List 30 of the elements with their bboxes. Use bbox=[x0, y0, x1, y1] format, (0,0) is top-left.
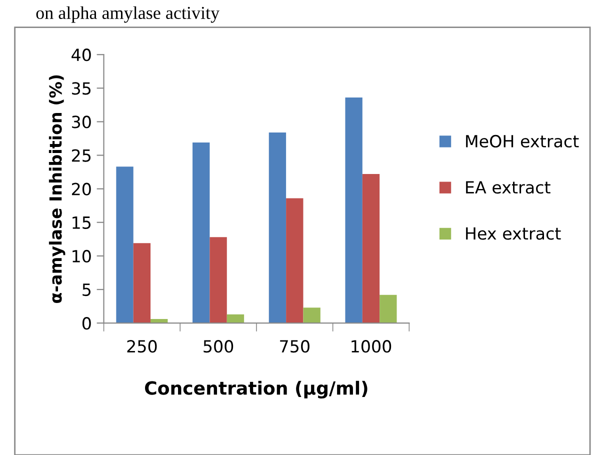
y-tick-label: 10 bbox=[72, 250, 91, 263]
x-tick-label: 250 bbox=[127, 340, 157, 353]
bar bbox=[362, 174, 380, 324]
y-tick-label: 20 bbox=[72, 182, 91, 196]
y-tick-label: 40 bbox=[72, 48, 91, 62]
y-tick-label: 30 bbox=[72, 116, 91, 128]
chart-title: on alpha amylase activity bbox=[36, 6, 220, 23]
y-tick-label: 5 bbox=[82, 284, 91, 296]
bar bbox=[303, 308, 320, 324]
bar bbox=[286, 198, 304, 324]
bar bbox=[345, 98, 362, 324]
y-tick-label: 35 bbox=[72, 82, 91, 95]
x-tick-label: 1000 bbox=[352, 340, 392, 353]
bar bbox=[116, 166, 134, 324]
legend-label: EA extract bbox=[466, 181, 550, 194]
y-tick-label: 0 bbox=[82, 317, 91, 330]
x-tick-label: 500 bbox=[204, 340, 234, 353]
bar bbox=[210, 237, 227, 324]
legend-label: Hex extract bbox=[466, 227, 561, 240]
bar bbox=[226, 314, 244, 324]
bar bbox=[192, 142, 210, 324]
x-tick-label: 750 bbox=[280, 340, 310, 353]
y-tick-label: 15 bbox=[72, 216, 91, 229]
bar bbox=[380, 294, 397, 324]
bar bbox=[133, 243, 151, 324]
y-tick-label: 25 bbox=[72, 149, 91, 162]
x-axis-title: Concentration (µg/ml) bbox=[145, 380, 368, 398]
legend-label: MeOH extract bbox=[466, 134, 579, 148]
bar bbox=[268, 132, 286, 324]
y-axis-title: α-amylase Inhibition (%) bbox=[48, 75, 66, 303]
